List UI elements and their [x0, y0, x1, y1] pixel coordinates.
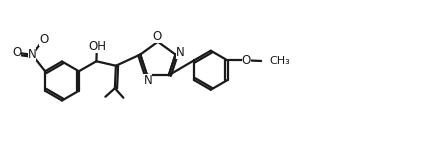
Text: CH₃: CH₃ [268, 56, 289, 66]
Text: O: O [39, 33, 48, 46]
Text: N: N [176, 46, 184, 59]
Text: N: N [143, 74, 152, 87]
Text: O: O [12, 46, 21, 59]
Text: O: O [241, 54, 250, 67]
Text: O: O [152, 30, 162, 43]
Text: OH: OH [88, 40, 106, 53]
Text: N: N [28, 48, 37, 61]
